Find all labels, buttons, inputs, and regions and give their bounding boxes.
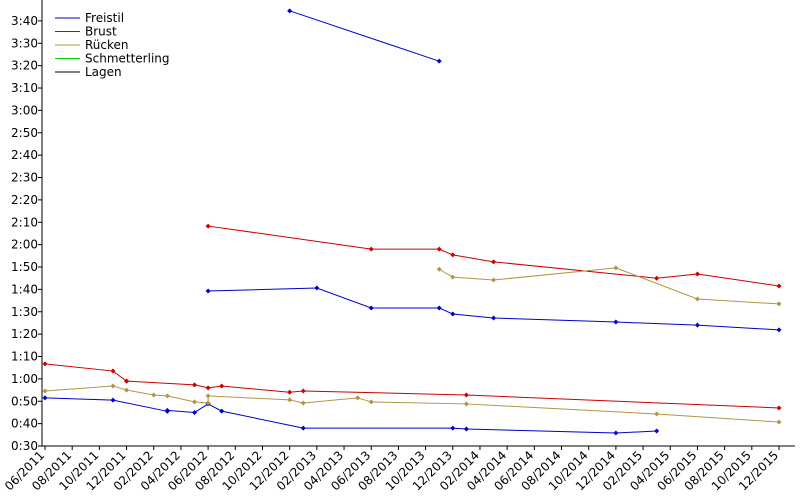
y-tick-label: 1:50: [11, 260, 38, 274]
point: [192, 399, 198, 405]
point: [436, 246, 442, 252]
point: [368, 246, 374, 252]
series-line: [44, 10, 780, 434]
y-tick-label: 3:40: [11, 14, 38, 28]
y-tick-label: 2:00: [11, 238, 38, 252]
point: [463, 401, 469, 407]
y-tick-label: 1:40: [11, 282, 38, 296]
point: [300, 400, 306, 406]
point: [205, 393, 211, 399]
point: [491, 315, 497, 321]
y-tick-label: 0:50: [11, 394, 38, 408]
legend-label: Schmetterling: [85, 52, 170, 66]
y-tick-label: 0:30: [11, 439, 38, 453]
point: [205, 400, 211, 406]
point: [42, 395, 48, 401]
point: [776, 283, 782, 289]
point: [110, 383, 116, 389]
point: [436, 58, 442, 64]
point: [164, 407, 170, 413]
y-tick-label: 2:10: [11, 215, 38, 229]
point: [776, 301, 782, 307]
y-tick-label: 2:30: [11, 171, 38, 185]
point: [205, 223, 211, 229]
legend-label: Brust: [85, 25, 117, 39]
point: [450, 274, 456, 280]
y-tick-label: 1:00: [11, 372, 38, 386]
point: [124, 387, 130, 393]
point: [368, 399, 374, 405]
y-tick-label: 3:20: [11, 59, 38, 73]
point: [776, 405, 782, 411]
point: [491, 277, 497, 283]
y-tick-label: 3:30: [11, 36, 38, 50]
point: [192, 409, 198, 415]
series-line: [44, 267, 780, 423]
legend-label: Rücken: [85, 38, 129, 52]
y-tick-label: 2:40: [11, 148, 38, 162]
point: [436, 305, 442, 311]
point: [300, 388, 306, 394]
point: [613, 430, 619, 436]
point: [654, 275, 660, 281]
y-tick-label: 1:10: [11, 350, 38, 364]
y-tick-label: 1:30: [11, 305, 38, 319]
point: [287, 8, 293, 14]
series-line: [44, 225, 780, 409]
point: [463, 426, 469, 432]
point: [776, 419, 782, 425]
point: [694, 271, 700, 277]
point: [219, 383, 225, 389]
point: [42, 361, 48, 367]
point: [151, 392, 157, 398]
point: [287, 397, 293, 403]
point: [314, 285, 320, 291]
point: [450, 252, 456, 258]
point: [491, 259, 497, 265]
y-tick-label: 3:00: [11, 103, 38, 117]
point: [110, 397, 116, 403]
point: [450, 311, 456, 317]
point: [205, 385, 211, 391]
point: [694, 296, 700, 302]
point: [205, 288, 211, 294]
point: [463, 392, 469, 398]
point: [287, 389, 293, 395]
point: [613, 265, 619, 271]
point: [164, 393, 170, 399]
y-tick-label: 0:40: [11, 417, 38, 431]
y-tick-label: 2:20: [11, 193, 38, 207]
point: [42, 388, 48, 394]
point: [110, 368, 116, 374]
legend-label: Freistil: [85, 11, 124, 25]
point: [300, 425, 306, 431]
y-tick-label: 3:10: [11, 81, 38, 95]
point: [654, 411, 660, 417]
legend-label: Lagen: [85, 65, 122, 79]
y-tick-label: 1:20: [11, 327, 38, 341]
point: [124, 378, 130, 384]
point: [355, 395, 361, 401]
point: [776, 327, 782, 333]
point: [219, 408, 225, 414]
point: [450, 425, 456, 431]
point: [368, 305, 374, 311]
point: [192, 382, 198, 388]
point: [436, 266, 442, 272]
point: [613, 319, 619, 325]
point: [694, 322, 700, 328]
y-tick-label: 2:50: [11, 126, 38, 140]
point: [654, 428, 660, 434]
